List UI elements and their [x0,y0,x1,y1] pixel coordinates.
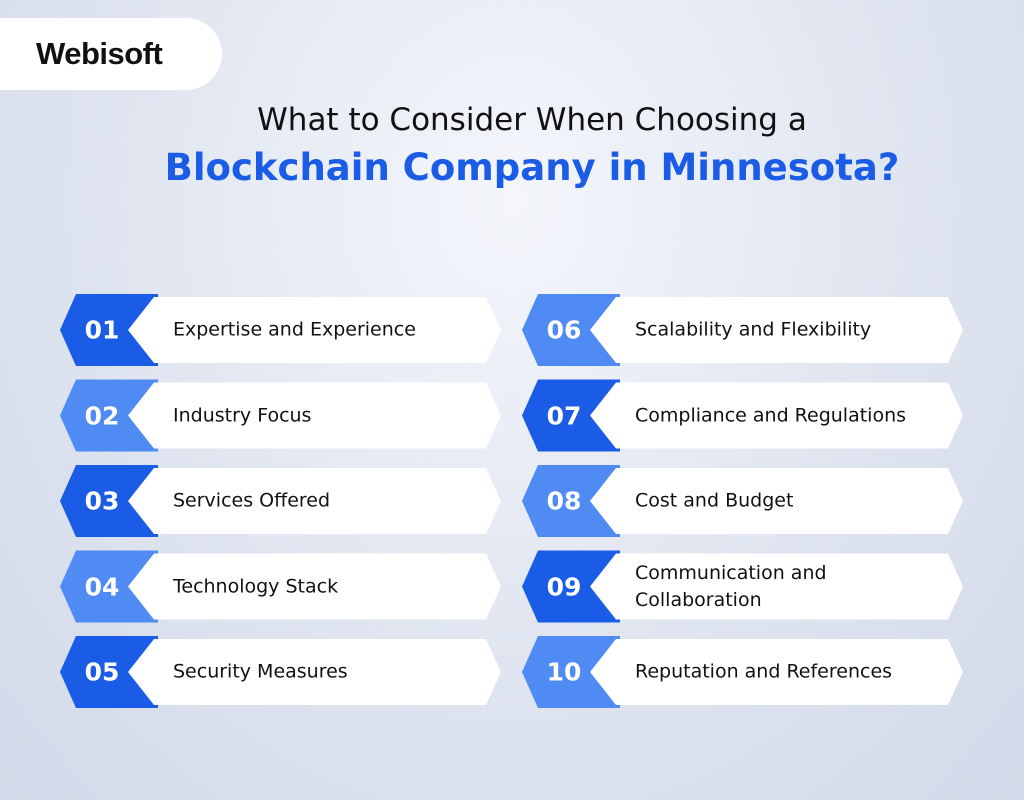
item-number: 05 [84,657,120,687]
number-badge [60,379,158,452]
title-line: What to Consider When Choosing a [257,102,807,138]
item-number: 03 [84,486,120,516]
label-card [128,382,501,449]
item-label: Expertise and Experience [173,318,416,341]
label-card [590,553,963,620]
logo: Webisoft [0,18,222,90]
number-badge [522,550,620,623]
number-badge [60,636,158,708]
item-label: Security Measures [173,660,348,683]
item-number: 10 [546,657,582,687]
label-card [590,382,963,449]
title-highlight: Blockchain Company in Minnesota? [164,146,900,189]
number-badge [522,636,620,708]
item-label: Cost and Budget [635,489,794,512]
label-card [128,553,501,620]
label-card [590,297,963,363]
number-badge [60,294,158,366]
item-label: Reputation and References [635,660,893,683]
number-badge [522,465,620,537]
number-badge [60,550,158,623]
item-label: Communication and Collaboration [635,561,827,611]
label-card [128,468,501,534]
item-label: Technology Stack [173,575,339,597]
label-card [590,468,963,534]
label-card [590,639,963,705]
number-badge [60,465,158,537]
item-number: 09 [546,572,582,601]
item-number: 07 [546,401,582,430]
number-badge [522,294,620,366]
number-badge [522,379,620,452]
item-label: Scalability and Flexibility [635,318,872,341]
item-label: Compliance and Regulations [635,404,907,426]
item-number: 04 [84,572,120,601]
item-number: 06 [546,315,582,345]
item-label: Industry Focus [173,404,312,426]
item-number: 08 [546,486,582,516]
label-card [128,639,501,705]
item-number: 02 [84,401,120,430]
item-label: Services Offered [173,489,331,512]
label-card [128,297,501,363]
item-number: 01 [84,315,120,345]
